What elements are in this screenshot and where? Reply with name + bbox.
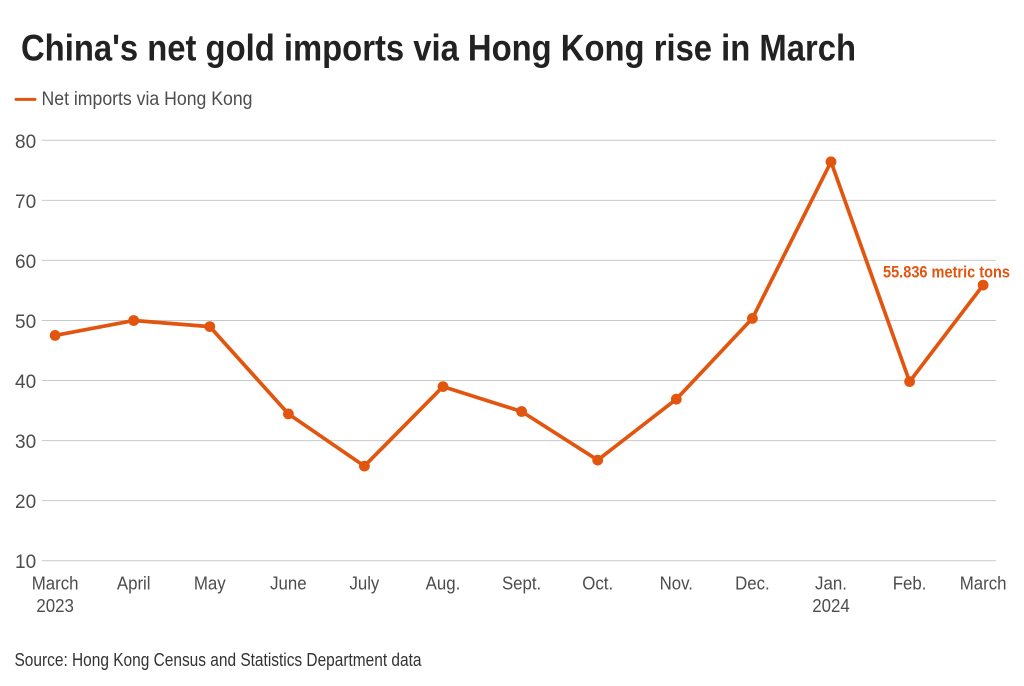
svg-text:July: July <box>349 573 380 594</box>
svg-text:2023: 2023 <box>36 595 74 616</box>
svg-text:Jan.: Jan. <box>815 573 847 594</box>
svg-text:March: March <box>960 573 1007 594</box>
svg-text:2024: 2024 <box>812 595 850 616</box>
svg-text:60: 60 <box>15 252 36 273</box>
svg-text:Dec.: Dec. <box>735 573 770 594</box>
svg-text:Nov.: Nov. <box>660 573 693 594</box>
svg-text:Oct.: Oct. <box>582 573 613 594</box>
svg-text:20: 20 <box>15 492 36 513</box>
svg-text:80: 80 <box>15 132 36 153</box>
svg-text:Aug.: Aug. <box>426 573 461 594</box>
svg-text:Net imports via Hong Kong: Net imports via Hong Kong <box>42 88 253 110</box>
svg-text:April: April <box>117 573 151 594</box>
svg-text:40: 40 <box>15 372 36 393</box>
svg-text:10: 10 <box>15 552 36 573</box>
svg-text:50: 50 <box>15 312 36 333</box>
svg-text:55.836 metric tons: 55.836 metric tons <box>883 263 1010 282</box>
svg-text:30: 30 <box>15 432 36 453</box>
svg-text:70: 70 <box>15 192 36 213</box>
svg-text:Feb.: Feb. <box>893 573 927 594</box>
svg-text:March: March <box>32 573 79 594</box>
svg-text:May: May <box>194 573 227 594</box>
svg-text:China's net gold imports via H: China's net gold imports via Hong Kong r… <box>21 26 856 68</box>
svg-text:June: June <box>270 573 307 594</box>
svg-text:Sept.: Sept. <box>502 573 541 594</box>
svg-text:Source: Hong Kong Census and S: Source: Hong Kong Census and Statistics … <box>15 650 423 670</box>
